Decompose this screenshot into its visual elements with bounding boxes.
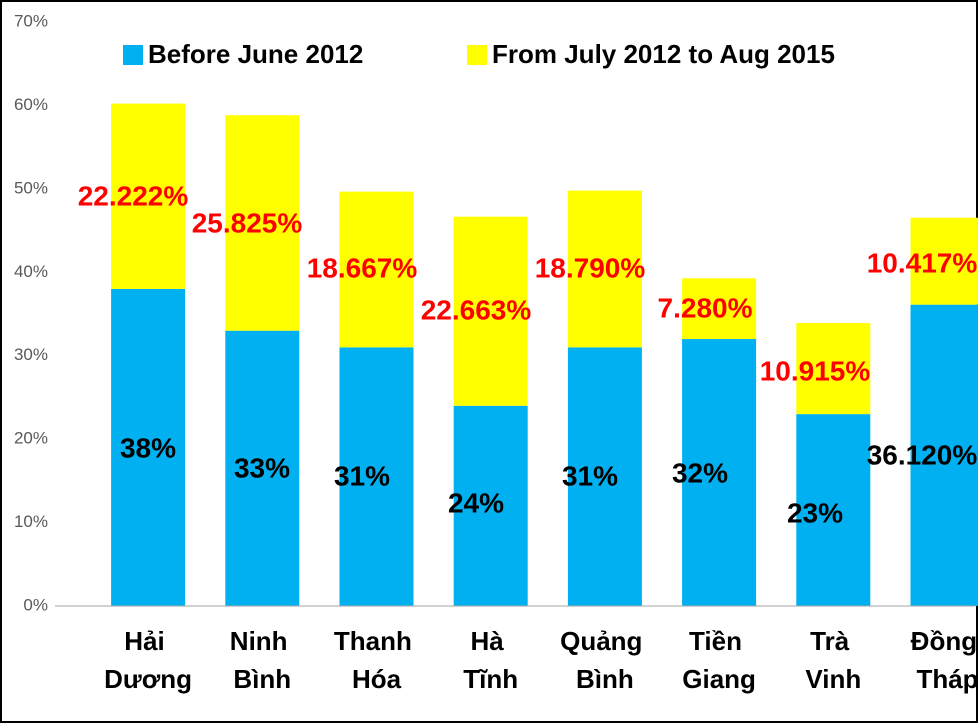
x-tick-line: Thanh <box>334 626 419 656</box>
x-tick-line: Tĩnh <box>463 664 518 694</box>
y-tick-label: 70% <box>14 11 48 30</box>
x-tick-line: Giang <box>682 664 756 694</box>
y-tick-label: 50% <box>14 178 48 197</box>
x-tick-line: Trà <box>810 626 856 656</box>
bar-segment <box>682 339 757 606</box>
y-tick-label: 40% <box>14 262 48 281</box>
bar-segment <box>910 217 978 305</box>
bar-segment <box>111 288 186 606</box>
x-tick-label: Quảng Bình <box>560 626 650 694</box>
x-tick-line: Hải <box>124 626 172 656</box>
bar-segment <box>111 103 186 289</box>
data-label: 22.222% <box>78 180 189 211</box>
legend-label: Before June 2012 <box>148 39 363 69</box>
x-tick-label: Hải Dương <box>104 626 192 694</box>
x-tick-label: Đồng Tháp <box>911 626 978 694</box>
x-tick-label: Tiền Giang <box>682 626 756 694</box>
x-tick-line: Bình <box>233 664 291 694</box>
x-tick-line: Bình <box>576 664 634 694</box>
bar-segment <box>225 115 300 331</box>
legend-swatch <box>123 45 143 65</box>
x-tick-line: Quảng <box>560 626 650 656</box>
y-tick-label: 20% <box>14 429 48 448</box>
data-label: 31% <box>562 460 618 491</box>
bar-segment <box>567 190 642 348</box>
bar-segment <box>339 347 414 606</box>
data-label: 22.663% <box>421 294 532 325</box>
data-label: 33% <box>234 452 290 483</box>
data-label: 23% <box>787 497 843 528</box>
bar-segment <box>796 323 871 415</box>
legend-swatch <box>467 45 487 65</box>
data-label: 32% <box>672 457 728 488</box>
data-label: 10.915% <box>760 355 871 386</box>
x-tick-line: Dương <box>104 664 192 694</box>
x-tick-line: Vinh <box>805 664 861 694</box>
x-tick-label: Trà Vinh <box>805 626 861 694</box>
x-tick-label: Hà Tĩnh <box>463 626 518 694</box>
x-tick-line: Hà <box>470 626 510 656</box>
data-label: 38% <box>120 432 176 463</box>
data-label: 18.790% <box>535 252 646 283</box>
bar-segment <box>910 304 978 606</box>
x-tick-line: Ninh <box>230 626 295 656</box>
y-tick-label: 60% <box>14 95 48 114</box>
bar-segment <box>453 405 528 606</box>
data-label: 7.280% <box>658 292 753 323</box>
y-tick-label: 10% <box>14 512 48 531</box>
data-label: 25.825% <box>192 207 303 238</box>
y-tick-label: 30% <box>14 345 48 364</box>
bar-segment <box>682 278 757 340</box>
bar-segment <box>567 347 642 606</box>
bar-segment <box>225 330 300 606</box>
bar-segment <box>453 216 528 406</box>
data-label: 24% <box>448 487 504 518</box>
data-label: 18.667% <box>307 252 418 283</box>
x-tick-line: Tháp <box>916 664 978 694</box>
x-tick-line: Tiền <box>689 626 749 656</box>
bar-segment <box>796 414 871 606</box>
data-label: 31% <box>334 460 390 491</box>
y-tick-label: 0% <box>23 595 48 614</box>
x-tick-label: Thanh Hóa <box>334 626 419 694</box>
x-tick-line: Đồng <box>911 626 978 656</box>
data-label: 36.120% <box>867 439 978 470</box>
bar-segment <box>339 191 414 348</box>
legend-label: From July 2012 to Aug 2015 <box>492 39 835 69</box>
data-label: 10.417% <box>867 247 978 278</box>
x-tick-line: Hóa <box>352 664 402 694</box>
x-tick-label: Ninh Bình <box>230 626 295 694</box>
